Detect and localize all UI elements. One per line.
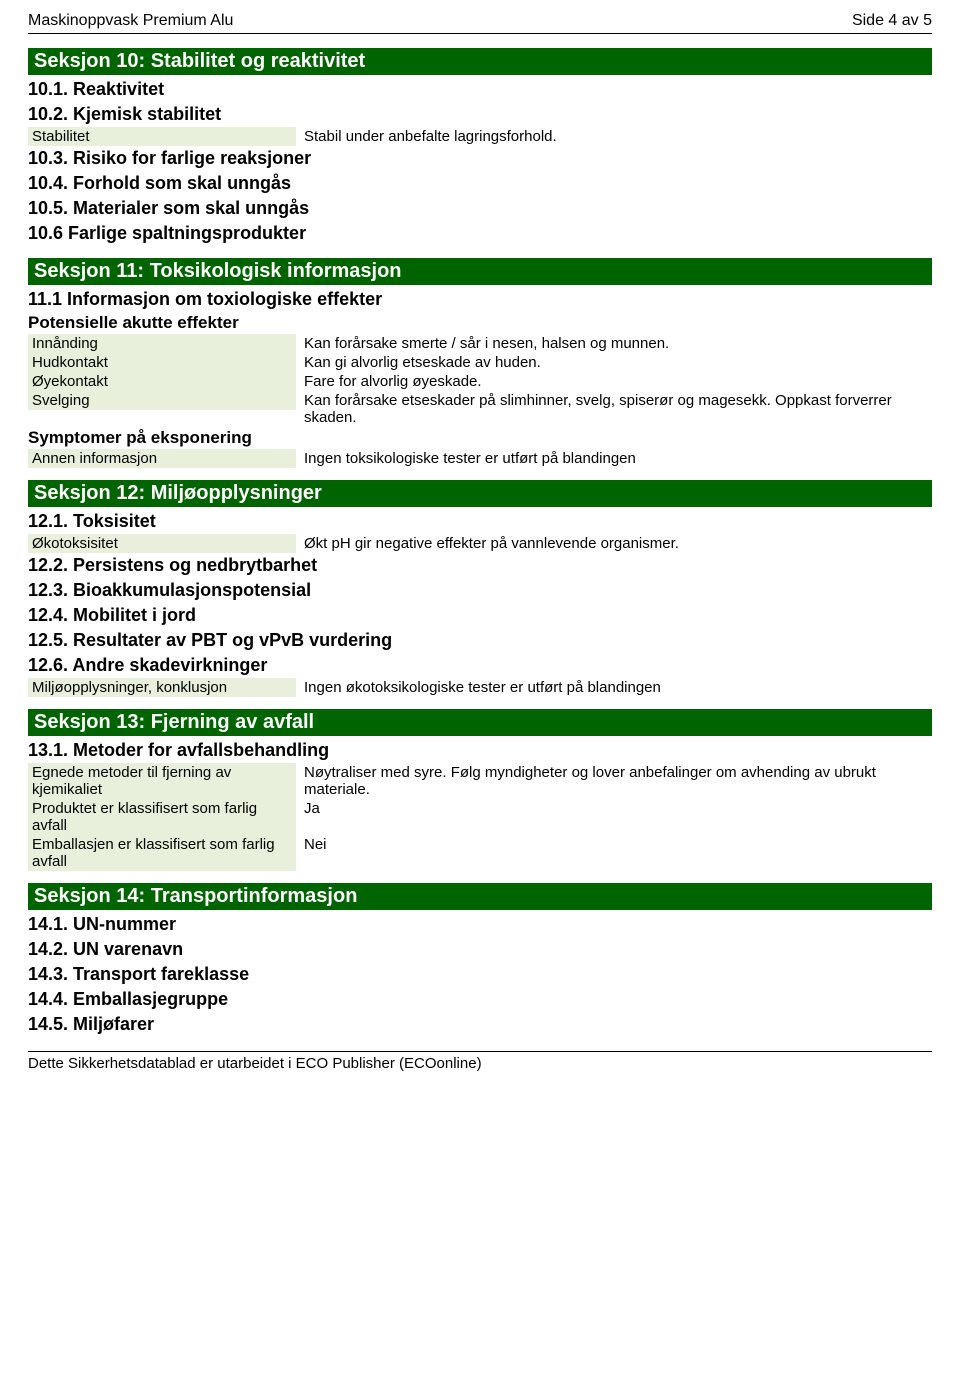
section10-h6: 10.6 Farlige spaltningsprodukter bbox=[28, 221, 932, 246]
value-okotoks: Økt pH gir negative effekter på vannleve… bbox=[296, 534, 932, 553]
footer-text: Dette Sikkerhetsdatablad er utarbeidet i… bbox=[28, 1051, 932, 1072]
section12-h6: 12.6. Andre skadevirkninger bbox=[28, 653, 932, 678]
row-innanding: Innånding Kan forårsake smerte / sår i n… bbox=[28, 334, 932, 353]
label-stabilitet: Stabilitet bbox=[28, 127, 296, 146]
label-hudkontakt: Hudkontakt bbox=[28, 353, 296, 372]
row-produktfarlig: Produktet er klassifisert som farlig avf… bbox=[28, 799, 932, 835]
value-anneninfo: Ingen toksikologiske tester er utført på… bbox=[296, 449, 932, 468]
section11-sub: Potensielle akutte effekter bbox=[28, 312, 932, 334]
value-innanding: Kan forårsake smerte / sår i nesen, hals… bbox=[296, 334, 932, 353]
section14-h3: 14.3. Transport fareklasse bbox=[28, 962, 932, 987]
section14-h4: 14.4. Emballasjegruppe bbox=[28, 987, 932, 1012]
section11-sub2: Symptomer på eksponering bbox=[28, 427, 932, 449]
label-egnede: Egnede metoder til fjerning av kjemikali… bbox=[28, 763, 296, 799]
value-hudkontakt: Kan gi alvorlig etseskade av huden. bbox=[296, 353, 932, 372]
row-miljokonkl: Miljøopplysninger, konklusjon Ingen økot… bbox=[28, 678, 932, 697]
value-egnede: Nøytraliser med syre. Følg myndigheter o… bbox=[296, 763, 932, 799]
section11-title: Seksjon 11: Toksikologisk informasjon bbox=[28, 258, 932, 285]
label-innanding: Innånding bbox=[28, 334, 296, 353]
section13-h1: 13.1. Metoder for avfallsbehandling bbox=[28, 738, 932, 763]
section10-h2: 10.2. Kjemisk stabilitet bbox=[28, 102, 932, 127]
section14-h5: 14.5. Miljøfarer bbox=[28, 1012, 932, 1037]
row-egnede: Egnede metoder til fjerning av kjemikali… bbox=[28, 763, 932, 799]
row-stabilitet: Stabilitet Stabil under anbefalte lagrin… bbox=[28, 127, 932, 146]
section10-h4: 10.4. Forhold som skal unngås bbox=[28, 171, 932, 196]
row-oyekontakt: Øyekontakt Fare for alvorlig øyeskade. bbox=[28, 372, 932, 391]
value-produktfarlig: Ja bbox=[296, 799, 932, 818]
label-anneninfo: Annen informasjon bbox=[28, 449, 296, 468]
page-header: Maskinoppvask Premium Alu Side 4 av 5 bbox=[28, 12, 932, 34]
section12-h4: 12.4. Mobilitet i jord bbox=[28, 603, 932, 628]
label-oyekontakt: Øyekontakt bbox=[28, 372, 296, 391]
section10-title: Seksjon 10: Stabilitet og reaktivitet bbox=[28, 48, 932, 75]
label-miljokonkl: Miljøopplysninger, konklusjon bbox=[28, 678, 296, 697]
section12-h5: 12.5. Resultater av PBT og vPvB vurderin… bbox=[28, 628, 932, 653]
label-okotoks: Økotoksisitet bbox=[28, 534, 296, 553]
header-right: Side 4 av 5 bbox=[852, 12, 932, 30]
section13-title: Seksjon 13: Fjerning av avfall bbox=[28, 709, 932, 736]
value-oyekontakt: Fare for alvorlig øyeskade. bbox=[296, 372, 932, 391]
header-left: Maskinoppvask Premium Alu bbox=[28, 12, 233, 30]
section10-h1: 10.1. Reaktivitet bbox=[28, 77, 932, 102]
label-emballasjefarlig: Emballasjen er klassifisert som farlig a… bbox=[28, 835, 296, 871]
value-svelging: Kan forårsake etseskader på slimhinner, … bbox=[296, 391, 932, 427]
label-produktfarlig: Produktet er klassifisert som farlig avf… bbox=[28, 799, 296, 835]
value-stabilitet: Stabil under anbefalte lagringsforhold. bbox=[296, 127, 932, 146]
section14-title: Seksjon 14: Transportinformasjon bbox=[28, 883, 932, 910]
label-svelging: Svelging bbox=[28, 391, 296, 410]
row-anneninfo: Annen informasjon Ingen toksikologiske t… bbox=[28, 449, 932, 468]
section12-h2: 12.2. Persistens og nedbrytbarhet bbox=[28, 553, 932, 578]
row-hudkontakt: Hudkontakt Kan gi alvorlig etseskade av … bbox=[28, 353, 932, 372]
section14-h2: 14.2. UN varenavn bbox=[28, 937, 932, 962]
section12-title: Seksjon 12: Miljøopplysninger bbox=[28, 480, 932, 507]
section12-h3: 12.3. Bioakkumulasjonspotensial bbox=[28, 578, 932, 603]
value-emballasjefarlig: Nei bbox=[296, 835, 932, 854]
section10-h3: 10.3. Risiko for farlige reaksjoner bbox=[28, 146, 932, 171]
row-emballasjefarlig: Emballasjen er klassifisert som farlig a… bbox=[28, 835, 932, 871]
section12-h1: 12.1. Toksisitet bbox=[28, 509, 932, 534]
section10-h5: 10.5. Materialer som skal unngås bbox=[28, 196, 932, 221]
value-miljokonkl: Ingen økotoksikologiske tester er utført… bbox=[296, 678, 932, 697]
row-svelging: Svelging Kan forårsake etseskader på sli… bbox=[28, 391, 932, 427]
section14-h1: 14.1. UN-nummer bbox=[28, 912, 932, 937]
row-okotoks: Økotoksisitet Økt pH gir negative effekt… bbox=[28, 534, 932, 553]
section11-h1: 11.1 Informasjon om toxiologiske effekte… bbox=[28, 287, 932, 312]
